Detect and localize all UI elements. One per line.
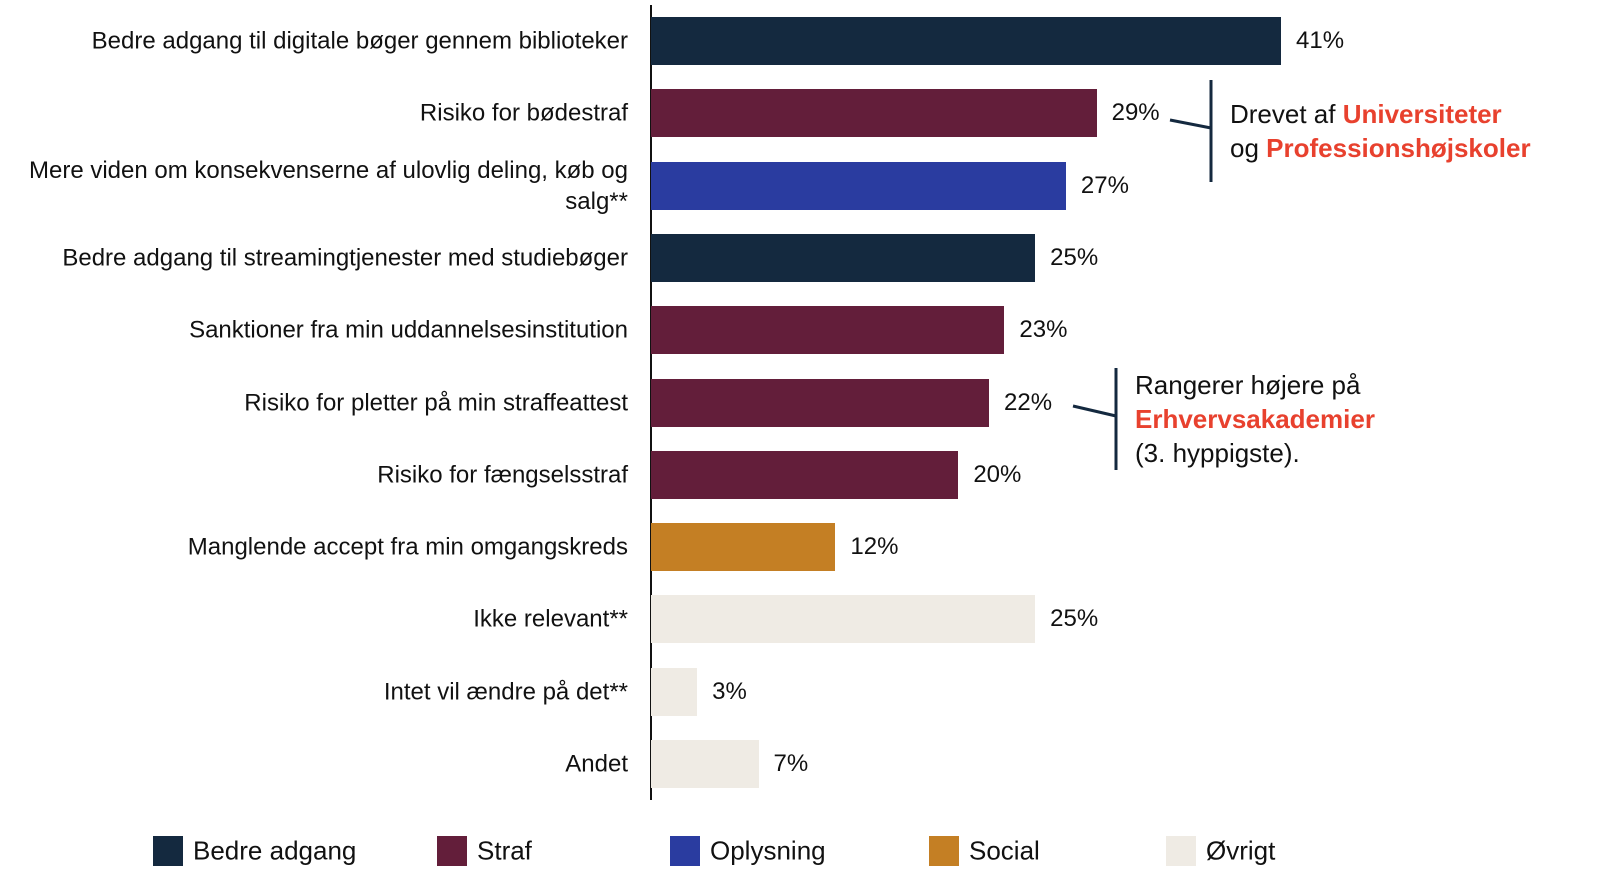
category-label: Mere viden om konsekvenserne af ulovlig … [29, 156, 628, 215]
annotation: Drevet af Universiteter og Professionshøj… [1230, 97, 1531, 165]
connector [1169, 118, 1212, 130]
legend-swatch [437, 836, 467, 866]
annotation-text: (3. hyppigste). [1135, 438, 1300, 468]
annotation-highlight: Universiteter [1342, 99, 1502, 129]
legend-label: Social [969, 835, 1040, 866]
value-label: 22% [1004, 388, 1053, 416]
legend-swatch [153, 836, 183, 866]
annotation: Rangerer højere på Erhvervsakademier (3. h… [1135, 368, 1375, 470]
value-label: 25% [1050, 605, 1099, 633]
value-label: 7% [773, 750, 809, 777]
annotation-text: Rangerer højere på [1135, 370, 1361, 400]
value-label: 25% [1050, 243, 1099, 271]
legend-label: Oplysning [710, 835, 826, 866]
annotation-line: og Professionshøjskoler [1230, 131, 1531, 165]
annotation-text: og [1230, 133, 1267, 163]
bar [651, 161, 1066, 210]
category-label: Manglende accept fra min omgangskreds [187, 533, 628, 561]
legend-label: Bedre adgang [193, 835, 357, 866]
value-label: 41% [1296, 27, 1345, 54]
legend-label: Øvrigt [1206, 835, 1276, 866]
legend-swatch [929, 836, 959, 866]
category-label: Andet [565, 750, 628, 778]
annotation-highlight: Professionshøjskoler [1266, 133, 1531, 163]
annotation-line: Drevet af Universiteter [1230, 97, 1531, 131]
category-label: Risiko for fængselsstraf [377, 461, 628, 489]
category-label: Risiko for pletter på min straffeattest [244, 389, 628, 416]
bar [651, 378, 990, 427]
connector [1072, 404, 1117, 418]
bar [651, 667, 698, 716]
value-label: 20% [973, 460, 1022, 488]
legend-label: Straf [477, 835, 532, 866]
bar [651, 17, 1281, 65]
value-label: 23% [1019, 316, 1068, 344]
annotation-highlight: Erhvervsakademier [1135, 404, 1375, 434]
legend-swatch [670, 836, 700, 866]
legend-swatch [1166, 836, 1196, 866]
annotation-line: Rangerer højere på [1135, 368, 1375, 402]
bar [651, 233, 1036, 282]
value-label: 12% [850, 533, 899, 561]
annotation-line: Erhvervsakademier [1135, 402, 1375, 436]
annotation-line: (3. hyppigste). [1135, 436, 1375, 470]
category-label: Bedre adgang til streamingtjenester med … [62, 244, 628, 272]
category-label: Sanktioner fra min uddannelsesinstitutio… [189, 316, 628, 344]
category-label: Bedre adgang til digitale bøger gennem b… [91, 27, 628, 55]
bar [651, 450, 959, 499]
value-label: 29% [1111, 99, 1160, 127]
value-label: 27% [1080, 171, 1129, 199]
annotation-text: Drevet af [1230, 99, 1343, 129]
category-label: Intet vil ændre på det** [383, 678, 628, 706]
bar [651, 306, 1005, 355]
category-label: Risiko for bødestraf [419, 99, 628, 127]
value-label: 3% [712, 677, 747, 705]
bar [651, 595, 1036, 644]
bar [651, 89, 1097, 138]
bar [651, 523, 836, 572]
category-label: Ikke relevant** [473, 605, 628, 633]
bar [651, 740, 759, 788]
